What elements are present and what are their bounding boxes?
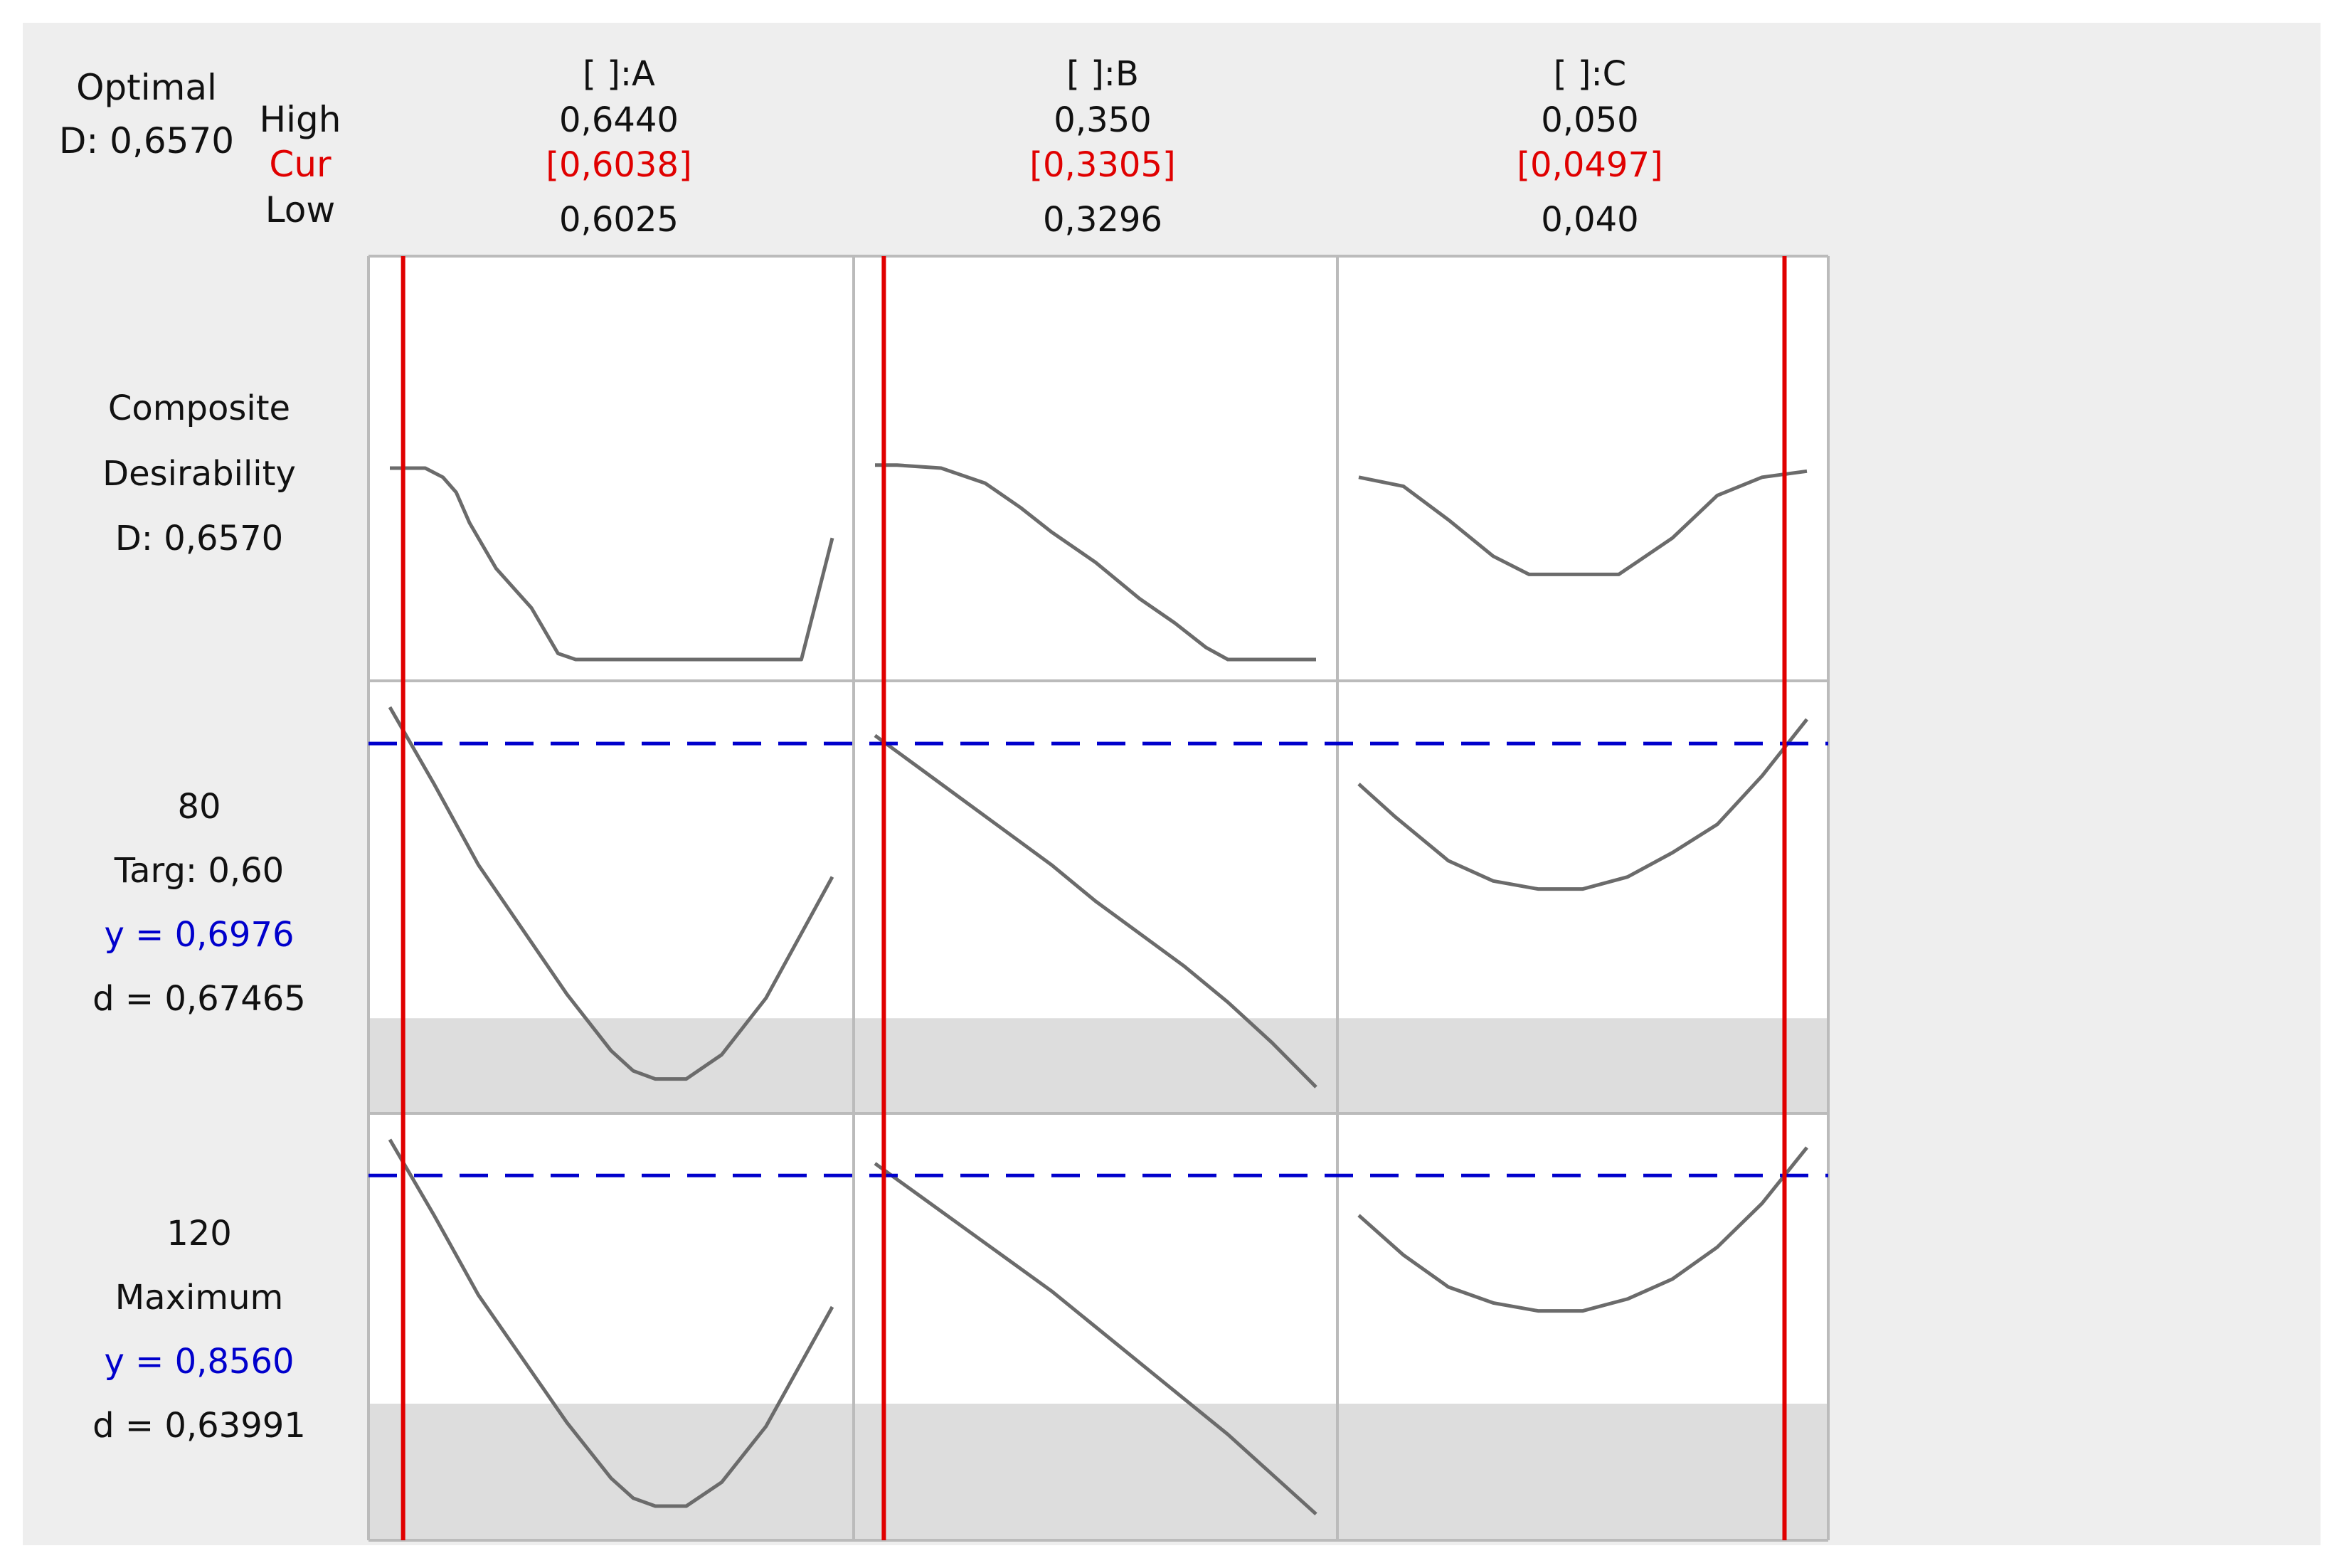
low-label: Low	[265, 189, 335, 231]
row-label-1-2: y = 0,6976	[104, 915, 294, 955]
factor-current-1: [0,3305]	[1029, 145, 1175, 185]
response-curve-r1-c0	[388, 706, 834, 1081]
row-label-2-3: d = 0,63991	[92, 1406, 306, 1446]
response-curve-r1-c2	[1357, 718, 1808, 891]
row-label-0-0: Composite	[108, 388, 290, 428]
factor-current-0: [0,6038]	[546, 145, 691, 185]
response-curve-r0-c2	[1358, 469, 1808, 576]
row-label-1-3: d = 0,67465	[92, 979, 306, 1019]
row-label-2-0: 120	[166, 1214, 232, 1254]
factor-low-0: 0,6025	[559, 200, 679, 240]
cur-label: Cur	[269, 144, 332, 185]
factor-current-2: [0,0497]	[1517, 145, 1662, 185]
response-band-1	[368, 1018, 1828, 1113]
response-curve-r2-c0	[388, 1138, 834, 1508]
factor-name-0: [ ]:A	[583, 54, 655, 94]
row-label-2-1: Maximum	[115, 1278, 284, 1318]
optimal-d-value: D: 0,6570	[59, 120, 234, 161]
response-band-2	[368, 1404, 1828, 1540]
row-label-0-1: Desirability	[102, 454, 296, 494]
factor-high-0: 0,6440	[559, 100, 679, 140]
row-label-1-0: 80	[177, 787, 221, 827]
factor-low-2: 0,040	[1541, 200, 1638, 240]
panel-grid-background	[368, 256, 1828, 1540]
response-curve-r1-c1	[874, 733, 1317, 1088]
response-curve-r2-c1	[874, 1162, 1317, 1516]
response-curve-r0-c1	[875, 463, 1316, 662]
factor-high-2: 0,050	[1541, 100, 1638, 140]
response-curve-r0-c0	[390, 466, 834, 662]
factor-name-2: [ ]:C	[1554, 54, 1626, 94]
factor-high-1: 0,350	[1054, 100, 1151, 140]
row-label-2-2: y = 0,8560	[104, 1342, 294, 1382]
row-label-0-2: D: 0,6570	[115, 519, 283, 558]
factor-low-1: 0,3296	[1043, 200, 1162, 240]
response-curve-r2-c2	[1357, 1146, 1808, 1313]
row-label-1-1: Targ: 0,60	[114, 851, 284, 891]
optimal-label: Optimal	[76, 67, 217, 108]
factor-name-1: [ ]:B	[1066, 54, 1139, 94]
high-label: High	[260, 99, 341, 140]
